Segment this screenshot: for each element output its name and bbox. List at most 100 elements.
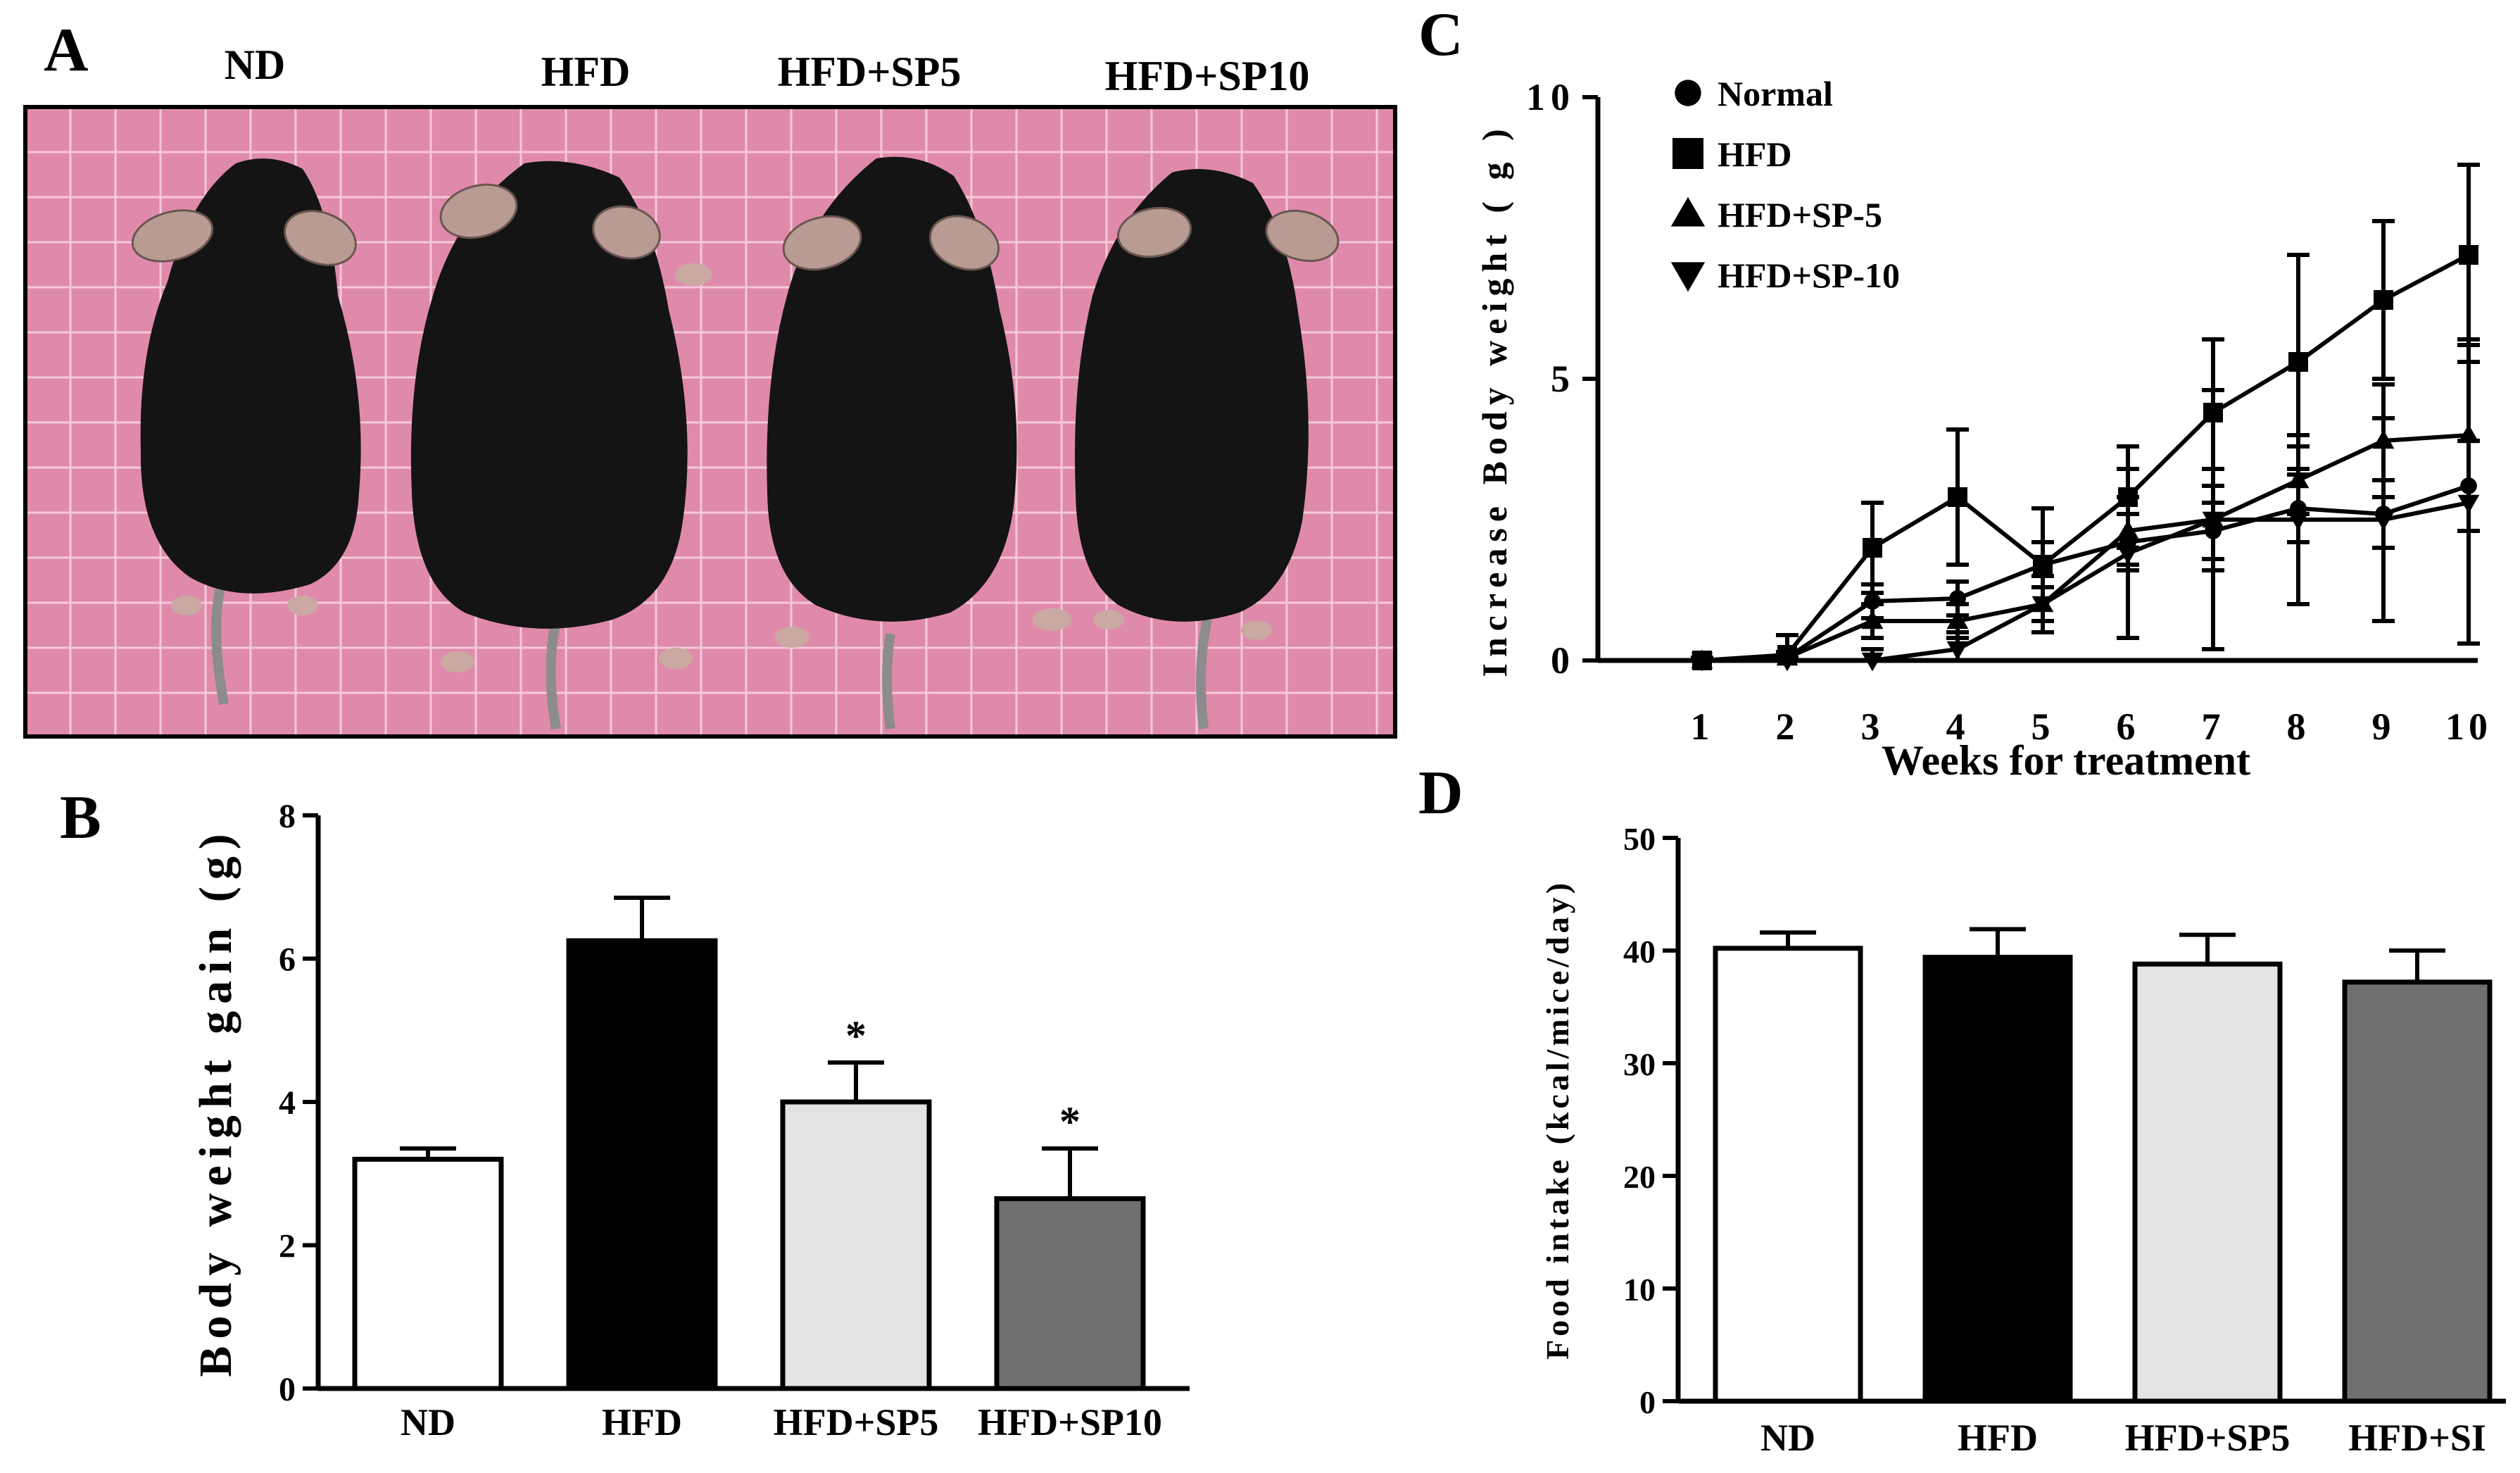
y-tick-label: 2 <box>279 1228 296 1265</box>
x-category-label: HFD <box>602 1401 682 1443</box>
chart-d-food-intake: 0 10 20 30 40 50 Food intake (kcal/mice/day) ND… <box>1539 821 2506 1459</box>
bar-hfd-sp5 <box>2132 961 2283 1404</box>
data-point-hfd-sp-10 <box>1861 652 1884 672</box>
mouse-hfd-body <box>410 161 688 629</box>
mouse-nd-body <box>140 158 361 594</box>
y-axis-label: Food intake (kcal/mice/day) <box>1539 879 1575 1360</box>
panel-letter-d: D <box>1418 759 1463 827</box>
series-hfd <box>1691 163 2480 670</box>
mouse-nd-ear-right <box>284 210 357 266</box>
significance-marker: * <box>845 1013 867 1059</box>
y-tick-label: 40 <box>1623 934 1656 970</box>
x-category-label: ND <box>401 1401 455 1443</box>
legend-marker-hfd-sp-10 <box>1670 262 1706 292</box>
y-tick-label: 5 <box>1551 358 1575 400</box>
legend-marker-hfd <box>1672 138 1703 169</box>
y-tick-label: 10 <box>1623 1272 1656 1308</box>
chart-b-body-weight-gain: 0 2 4 6 8 Body weight gain (g) ND HFD HFD+SP5 * HF… <box>190 798 1190 1443</box>
y-tick-label: 8 <box>279 798 296 835</box>
y-tick-label: 0 <box>1639 1384 1656 1420</box>
panel-b: B 0 2 4 6 8 Body weight gain (g) ND HFD HFD+SP5 *… <box>60 784 1190 1443</box>
data-point-hfd-sp-10 <box>1946 641 1969 660</box>
data-point-hfd <box>2033 555 2053 575</box>
mice <box>131 156 1340 730</box>
legend-label: HFD <box>1718 134 1792 174</box>
x-tick-label: 6 <box>2117 706 2140 748</box>
photo-label-hfd-sp5: HFD+SP5 <box>778 49 962 95</box>
panel-c: C 0 5 10 1 2 3 4 5 6 7 8 9 10 Weeks for treatment Incr… <box>1418 1 2488 784</box>
mouse-hfd-paw <box>659 648 693 669</box>
bar-hfd <box>1922 955 2073 1404</box>
x-tick-label: 3 <box>1861 706 1884 748</box>
y-axis-label: Increase Body weight ( g ) <box>1475 123 1514 677</box>
mouse-hfd-sp10-ear-left <box>1116 206 1192 258</box>
mouse-hfd-sp5 <box>767 156 1072 729</box>
bar-nd <box>352 1156 504 1391</box>
bar-nd <box>1713 946 1863 1404</box>
mouse-hfd-sp10 <box>1075 169 1340 729</box>
data-point-hfd <box>2459 245 2478 265</box>
series-normal <box>1691 439 2480 669</box>
series-line-hfd-sp-5 <box>1701 433 2469 663</box>
y-tick-label: 4 <box>279 1084 296 1122</box>
mouse-nd-paw <box>287 596 318 615</box>
photo-label-hfd-sp10: HFD+SP10 <box>1105 53 1310 99</box>
panel-a: A ND HFD HFD+SP5 HFD+SP10 <box>23 16 1397 739</box>
data-point-hfd <box>1863 538 1882 558</box>
x-tick-label: 2 <box>1776 706 1799 748</box>
data-point-hfd <box>2288 352 2308 372</box>
mouse-hfd-sp10-paw <box>1093 610 1124 629</box>
x-tick-label: 4 <box>1946 706 1970 748</box>
panel-letter-b: B <box>60 784 101 852</box>
mouse-hfd-sp5-ear-right <box>928 215 1000 271</box>
data-point-hfd-sp-10 <box>2031 596 2054 615</box>
panel-letter-a: A <box>44 16 89 84</box>
series-line-hfd <box>1701 253 2470 663</box>
data-point-hfd <box>1948 487 1967 507</box>
legend-label: Normal <box>1718 74 1833 113</box>
data-point-hfd-sp-5 <box>1946 610 1969 629</box>
x-tick-label: 9 <box>2372 706 2395 748</box>
mouse-hfd-sp10-body <box>1075 169 1309 622</box>
bar-hfd-si <box>2342 979 2493 1404</box>
mouse-photo <box>23 105 1397 739</box>
photo-label-hfd: HFD <box>541 49 631 95</box>
panel-letter-c: C <box>1418 1 1463 69</box>
data-point-hfd <box>2374 290 2393 310</box>
y-tick-label: 20 <box>1623 1159 1656 1195</box>
data-point-hfd-sp-5 <box>1861 610 1884 629</box>
x-category-label: HFD+SP5 <box>774 1401 939 1443</box>
mouse-hfd-ear-left <box>439 183 518 239</box>
significance-marker: * <box>1059 1098 1081 1145</box>
data-point-hfd-sp-10 <box>1691 652 1713 672</box>
x-category-label: HFD <box>1958 1417 2038 1459</box>
series-line-normal <box>1701 484 2469 663</box>
x-tick-label: 7 <box>2202 706 2225 748</box>
mouse-hfd-sp5-ear-left <box>782 215 862 271</box>
legend-marker-normal <box>1675 80 1701 106</box>
mouse-hfd-paw <box>675 263 712 286</box>
panel-d: D 0 10 20 30 40 50 Food intake (kcal/mice/day)… <box>1418 759 2506 1459</box>
mouse-nd-paw <box>171 596 202 615</box>
mouse-hfd-ear-right <box>592 205 661 260</box>
x-category-label: HFD+SP10 <box>978 1401 1162 1443</box>
x-tick-label: 1 <box>1691 706 1714 748</box>
data-point-hfd-sp-10 <box>2117 545 2139 565</box>
y-tick-label: 0 <box>279 1371 296 1408</box>
data-point-hfd-sp-10 <box>1776 652 1798 672</box>
x-tick-label: 5 <box>2031 706 2055 748</box>
y-axis-label: Body weight gain (g) <box>190 827 241 1377</box>
x-axis-label: Weeks for treatment <box>1882 737 2250 784</box>
data-point-hfd-sp-10 <box>2202 511 2224 531</box>
mouse-nd-ear-left <box>131 209 214 263</box>
data-point-hfd-sp-10 <box>2457 494 2480 514</box>
series-hfd-sp-10 <box>1691 360 2480 672</box>
mouse-hfd-sp5-tail <box>882 632 895 729</box>
data-point-hfd-sp-10 <box>2372 511 2395 531</box>
mouse-hfd-tail <box>546 618 561 730</box>
chart-c-weight-over-time: 0 5 10 1 2 3 4 5 6 7 8 9 10 Weeks for treatment Increa… <box>1475 74 2488 784</box>
bar-hfd-sp5 <box>780 1099 932 1391</box>
bar-hfd <box>566 938 718 1391</box>
legend-label: HFD+SP-10 <box>1718 256 1900 295</box>
